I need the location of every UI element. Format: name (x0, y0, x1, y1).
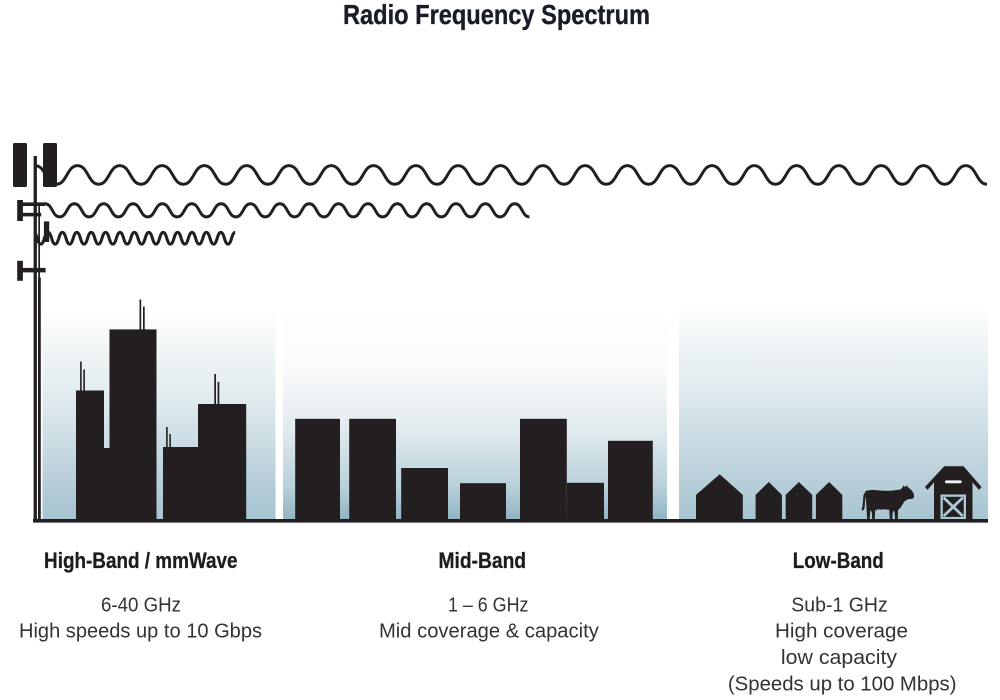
svg-text:High coverage: High coverage (775, 621, 908, 643)
svg-text:1 – 6 GHz: 1 – 6 GHz (448, 595, 529, 617)
svg-text:6-40 GHz: 6-40 GHz (101, 595, 181, 617)
svg-text:Radio Frequency Spectrum: Radio Frequency Spectrum (343, 0, 650, 30)
svg-text:High-Band / mmWave: High-Band / mmWave (44, 548, 238, 573)
svg-text:Sub-1 GHz: Sub-1 GHz (791, 595, 887, 617)
svg-text:High speeds up to 10 Gbps: High speeds up to 10 Gbps (19, 621, 262, 643)
svg-text:(Speeds up to 100 Mbps): (Speeds up to 100 Mbps) (728, 674, 957, 696)
svg-text:Mid coverage & capacity: Mid coverage & capacity (379, 621, 599, 643)
svg-text:Mid-Band: Mid-Band (439, 548, 527, 573)
svg-text:Low-Band: Low-Band (793, 548, 884, 573)
svg-text:low capacity: low capacity (781, 647, 897, 669)
